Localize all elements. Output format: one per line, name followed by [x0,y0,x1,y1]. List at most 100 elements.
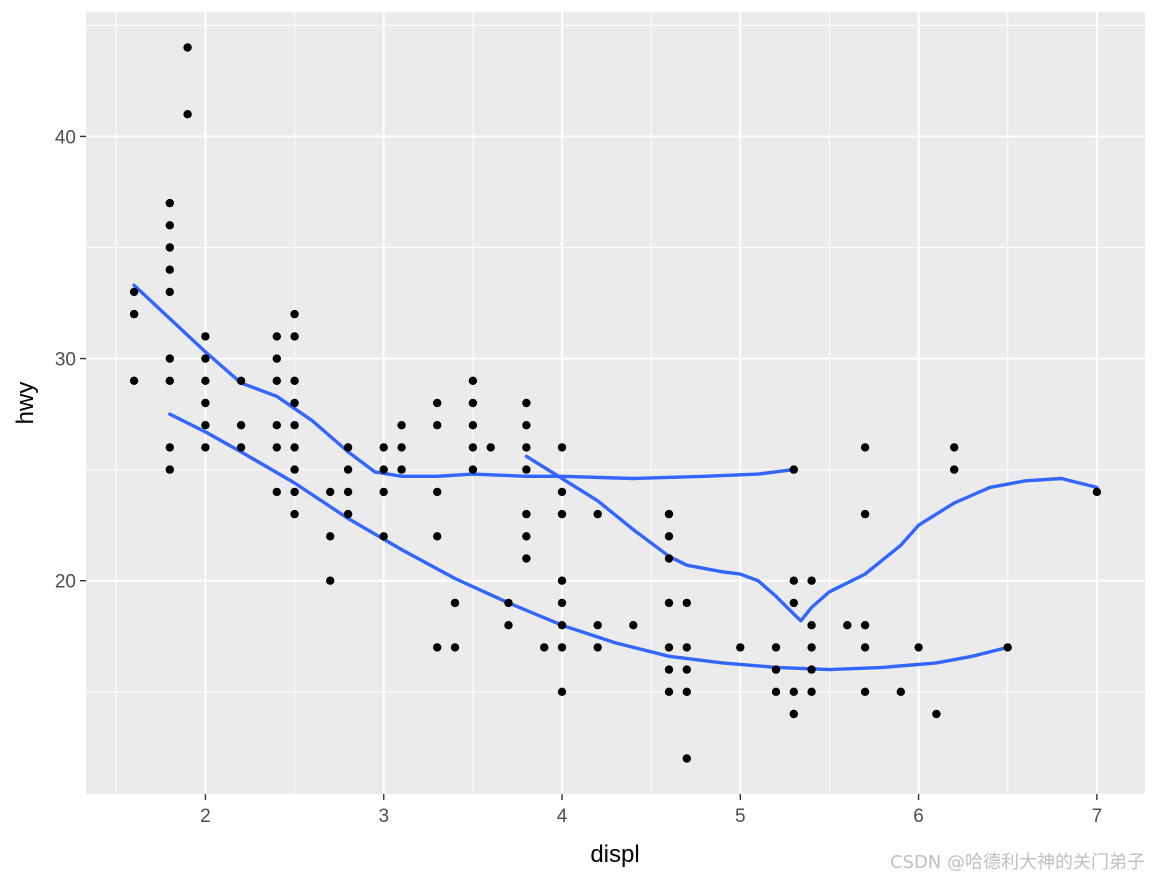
data-point [789,465,798,474]
data-point [379,465,388,474]
data-point [522,509,531,519]
data-point [290,443,299,452]
data-point [450,643,460,652]
data-point [522,532,531,541]
data-point [789,687,798,696]
data-point [522,554,531,563]
data-point [165,287,174,297]
data-point [379,487,388,497]
data-point [522,443,531,452]
data-point [343,465,353,474]
x-tick-label: 2 [200,806,211,827]
data-point [397,443,406,452]
data-point [771,665,781,674]
data-point [771,687,781,696]
data-point [165,265,174,274]
data-point [165,221,174,230]
data-point [290,465,299,474]
data-point [629,621,638,630]
data-point [183,110,192,119]
data-point [433,643,442,652]
watermark-text: CSDN @哈德利大神的关门弟子 [890,852,1145,873]
smooth-lines [132,283,1099,672]
data-point [736,643,745,652]
data-point [129,376,139,385]
data-point [914,643,923,652]
data-point [557,576,567,585]
data-point [1003,643,1012,652]
data-point [682,598,691,608]
data-point [236,443,246,452]
y-tick-label: 30 [55,350,76,371]
data-point [165,243,174,252]
y-tick-label: 40 [55,127,76,148]
data-point [379,443,388,452]
data-point [272,376,281,385]
data-point [290,398,299,408]
data-point [290,487,299,497]
smooth-line-2 [168,412,1010,672]
data-point [593,621,602,630]
data-point [326,576,335,585]
data-point [522,398,531,408]
data-point [664,665,674,674]
data-point [201,398,210,408]
data-point [165,198,174,208]
x-tick-label: 7 [1092,806,1103,827]
data-point [843,621,852,630]
data-point [397,465,406,474]
data-point [272,421,281,430]
data-point [789,598,798,608]
data-point [165,354,174,363]
data-point [682,754,691,763]
data-point [950,465,959,474]
data-point [165,465,174,474]
x-tick-label: 4 [557,806,568,827]
data-point [433,421,442,430]
data-point [165,443,174,452]
x-tick-label: 3 [378,806,389,827]
x-tick-label: 6 [913,806,924,827]
data-point [236,376,246,385]
data-point [664,554,674,563]
data-point [860,643,870,652]
data-points [129,43,1102,763]
x-axis-ticks: 2 3 4 5 6 7 [200,794,1102,827]
data-point [201,421,210,430]
data-point [129,287,139,297]
data-point [557,443,567,452]
data-point [397,421,406,430]
data-point [468,465,478,474]
data-point [201,443,210,452]
data-point [468,443,478,452]
data-point [557,487,567,497]
data-point [290,421,299,430]
data-point [557,509,567,519]
data-point [664,687,674,696]
data-point [504,621,513,630]
data-point [290,376,299,385]
data-point [896,687,905,696]
data-point [272,443,281,452]
data-point [183,43,192,52]
data-point [664,598,674,608]
data-point [789,576,798,585]
data-point [557,621,567,630]
data-point [450,598,460,608]
data-point [557,598,567,608]
data-point [290,332,299,341]
data-point [486,443,495,452]
data-point [272,487,281,497]
data-point [326,487,335,497]
data-point [468,376,478,385]
data-point [236,421,246,430]
y-tick-label: 20 [55,572,76,593]
data-point [932,709,941,719]
data-point [682,687,691,696]
y-axis-ticks: 20 30 40 [55,127,86,593]
data-point [664,532,674,541]
data-point [272,354,281,363]
data-point [557,687,567,696]
data-point [950,443,959,452]
